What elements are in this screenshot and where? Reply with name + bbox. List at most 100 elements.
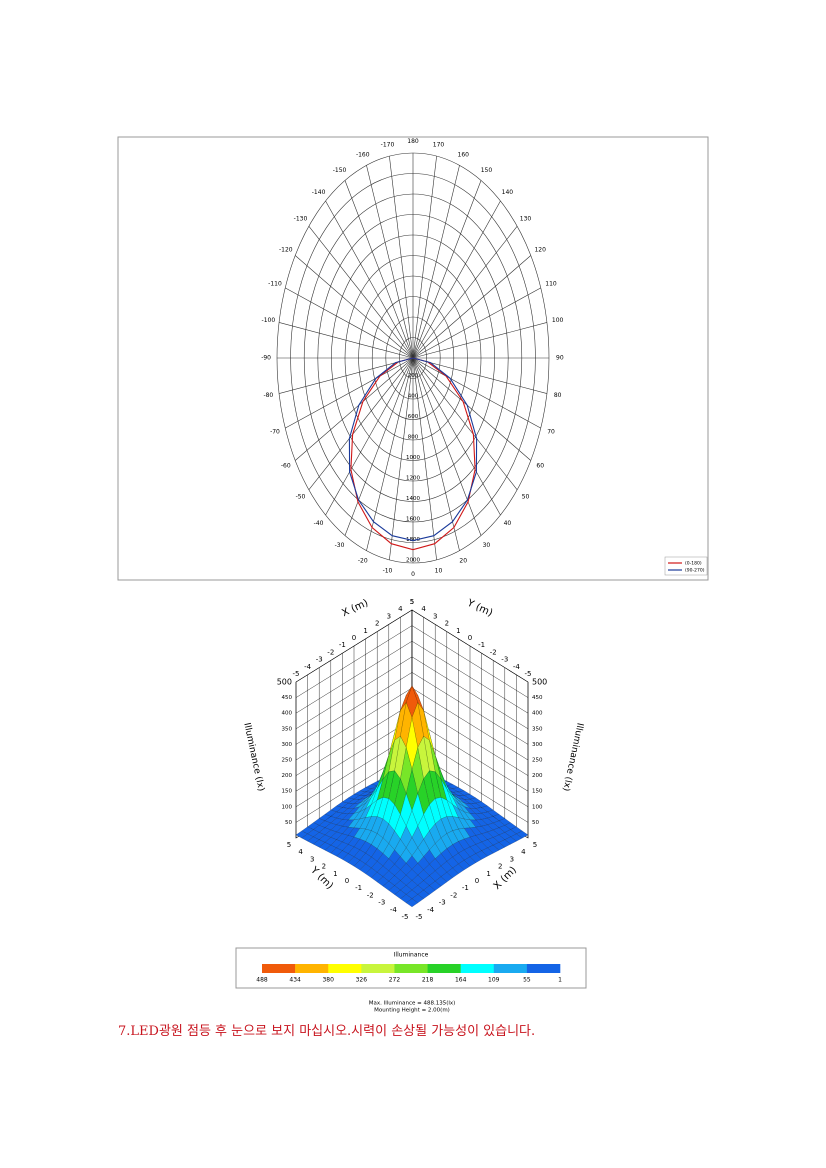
legend-box: [664, 556, 708, 576]
spoke: [412, 357, 541, 429]
y-tick-label: 1: [456, 627, 460, 635]
y-tick-label: 0: [468, 634, 472, 642]
spoke: [389, 156, 414, 359]
y-tick-label: -5: [525, 670, 532, 678]
note: Max. Illuminance = 488.135(lx): [369, 1001, 456, 1007]
spoke: [412, 357, 531, 461]
y-tick-label: 4: [298, 848, 303, 856]
y-tick-label: -1: [478, 641, 485, 649]
colorbar-label: 326: [356, 977, 368, 984]
x-tick-label: -5: [416, 913, 423, 921]
grid-line: [295, 656, 529, 729]
z-tick-label: 50: [285, 820, 292, 826]
z-tick-label: 350: [532, 726, 543, 732]
z-tick-label: 100: [532, 804, 543, 810]
x-tick-label: 0: [475, 877, 479, 885]
series-line: [348, 357, 478, 542]
colorbar-label: 164: [455, 977, 467, 984]
spoke: [412, 255, 531, 359]
spoke: [308, 226, 414, 359]
angle-tick-label: -60: [281, 463, 291, 470]
spoke: [412, 226, 518, 359]
note: Mounting Height = 2.00(m): [374, 1008, 450, 1014]
z-tick-label: 100: [282, 804, 293, 810]
axis-title: Illuminance (lx): [560, 722, 584, 792]
spoke: [412, 357, 460, 551]
colorbar-label: 434: [289, 977, 301, 984]
y-tick-label: 3: [433, 612, 437, 620]
legend-label: (90-270): [685, 568, 705, 574]
angle-tick-label: -10: [383, 567, 393, 574]
z-tick-label: 350: [282, 726, 293, 732]
spoke: [412, 357, 548, 394]
angle-tick-label: 160: [458, 151, 470, 158]
angle-tick-label: -140: [312, 189, 326, 196]
angle-tick-label: -40: [314, 520, 324, 527]
colorbar-segment: [526, 964, 561, 973]
x-tick-label: -3: [439, 899, 446, 907]
x-tick-label: 4: [521, 848, 526, 856]
x-tick-label: -5: [293, 670, 300, 678]
y-tick-label: -4: [513, 663, 521, 671]
figure: 200400600800100012001400160018002000-170…: [117, 136, 709, 1014]
angle-tick-label: 50: [522, 494, 530, 501]
z-tick-label: 200: [532, 773, 543, 779]
spoke: [412, 165, 460, 359]
angle-tick-label: -50: [296, 494, 306, 501]
z-tick-label: 400: [532, 711, 543, 717]
x-tick-label: 4: [398, 605, 403, 613]
x-tick-label: -2: [327, 648, 334, 656]
series-line: [350, 357, 476, 551]
spoke: [412, 322, 548, 359]
colorbar-segment: [361, 964, 395, 973]
y-tick-label: 5: [410, 598, 414, 606]
x-tick-label: 0: [352, 634, 356, 642]
z-tick-label: 450: [532, 695, 543, 701]
z-tick-label: 50: [532, 820, 539, 826]
grid-line: [295, 609, 529, 683]
y-tick-label: 2: [322, 863, 326, 871]
angle-tick-label: -160: [356, 151, 370, 158]
angle-tick-label: 170: [433, 142, 445, 149]
axis-title: X (m): [492, 865, 519, 892]
angle-tick-label: -150: [333, 167, 347, 174]
angle-tick-label: 110: [545, 281, 557, 288]
z-tick-label: 250: [282, 758, 293, 764]
x-tick-label: -3: [316, 656, 323, 664]
polar-chart: 200400600800100012001400160018002000-170…: [261, 138, 708, 578]
spoke: [344, 180, 414, 359]
angle-tick-label: 0: [411, 571, 415, 578]
x-tick-label: 5: [533, 841, 537, 849]
spoke: [412, 200, 501, 359]
y-tick-label: -5: [402, 913, 409, 921]
colorbar-label: 55: [523, 977, 531, 984]
grid-line: [295, 625, 529, 698]
colorbar: 488 434 380 326 272 218 164 109 55 1: [256, 964, 562, 984]
y-tick-label: -3: [501, 656, 508, 664]
y-tick-label: -2: [490, 648, 497, 656]
colorbar-segment: [328, 964, 362, 973]
y-tick-label: -4: [390, 906, 398, 914]
spoke: [389, 357, 414, 560]
angle-tick-label: -30: [335, 542, 345, 549]
angle-tick-label: 40: [504, 520, 512, 527]
spoke: [412, 357, 482, 536]
angle-tick-label: -80: [263, 392, 273, 399]
y-tick-label: 1: [333, 870, 337, 878]
x-tick-label: 2: [375, 620, 379, 628]
angle-tick-label: 100: [552, 317, 564, 324]
z-tick-label: 150: [282, 789, 293, 795]
spoke: [325, 200, 414, 359]
spoke: [278, 322, 414, 359]
angle-tick-label: 140: [502, 189, 514, 196]
y-tick-label: 0: [345, 877, 349, 885]
z-tick-label: 150: [532, 789, 543, 795]
angle-tick-label: -120: [279, 246, 293, 253]
spoke: [325, 357, 414, 516]
z-tick-label: 300: [532, 742, 543, 748]
spoke: [412, 357, 437, 560]
colorbar-label: 272: [389, 977, 401, 984]
z-tick-label: 400: [282, 711, 293, 717]
angle-tick-label: 30: [483, 542, 491, 549]
